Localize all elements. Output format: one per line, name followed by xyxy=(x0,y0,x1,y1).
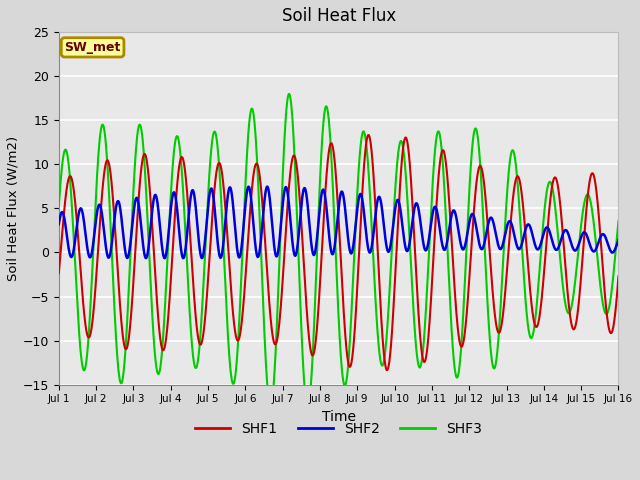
SHF3 xyxy=(614,218,622,224)
SHF2 xyxy=(515,246,523,252)
SHF1 xyxy=(365,132,372,138)
SHF1 xyxy=(473,178,481,184)
SHF3 xyxy=(473,128,481,133)
SHF2 xyxy=(263,184,271,190)
SHF2 xyxy=(419,239,427,244)
SHF3 xyxy=(269,394,276,399)
SHF1 xyxy=(157,337,164,343)
Line: SHF2: SHF2 xyxy=(59,187,618,258)
SHF1 xyxy=(419,357,427,362)
Y-axis label: Soil Heat Flux (W/m2): Soil Heat Flux (W/m2) xyxy=(7,136,20,281)
SHF3 xyxy=(285,91,293,97)
Legend: SHF1, SHF2, SHF3: SHF1, SHF2, SHF3 xyxy=(189,416,488,441)
SHF2 xyxy=(614,237,622,243)
SHF1 xyxy=(383,367,391,373)
Line: SHF3: SHF3 xyxy=(59,94,618,408)
SHF3 xyxy=(391,195,399,201)
SHF3 xyxy=(419,348,427,353)
Text: SW_met: SW_met xyxy=(65,41,121,54)
SHF1 xyxy=(55,270,63,276)
SHF3 xyxy=(515,202,523,208)
X-axis label: Time: Time xyxy=(322,410,356,424)
SHF1 xyxy=(515,176,523,182)
SHF2 xyxy=(473,227,481,232)
Title: Soil Heat Flux: Soil Heat Flux xyxy=(282,7,396,25)
SHF2 xyxy=(55,221,63,227)
SHF1 xyxy=(614,274,622,279)
SHF1 xyxy=(391,283,399,288)
SHF3 xyxy=(157,363,164,369)
SHF2 xyxy=(391,210,399,216)
SHF3 xyxy=(304,405,312,411)
SHF1 xyxy=(269,333,276,339)
SHF2 xyxy=(269,230,276,236)
SHF2 xyxy=(157,229,164,235)
SHF2 xyxy=(161,255,168,261)
Line: SHF1: SHF1 xyxy=(59,135,618,370)
SHF3 xyxy=(55,203,63,209)
